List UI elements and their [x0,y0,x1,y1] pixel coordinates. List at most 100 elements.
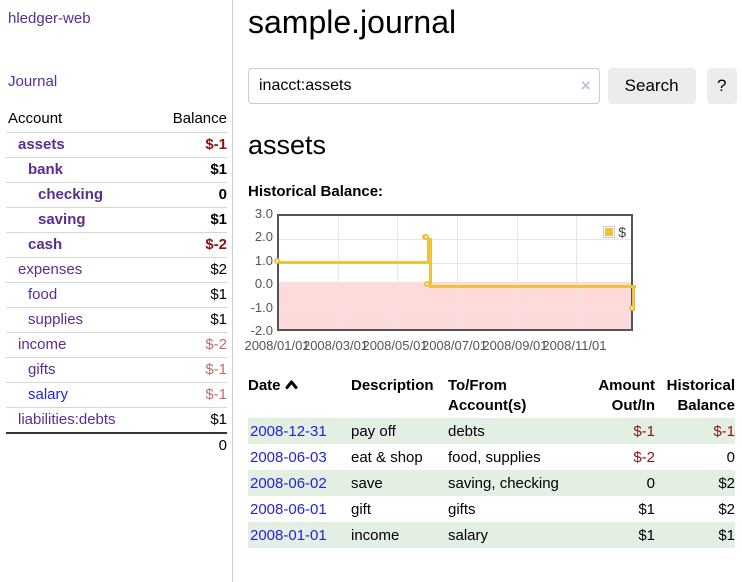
transaction-row: 2008-06-02 save saving, checking 0 $2 [248,470,735,496]
register-table: Date Description To/From Account(s) Amou… [248,374,735,548]
transaction-accounts: gifts [448,501,476,518]
account-balance: $1 [210,211,227,228]
account-link[interactable]: assets [18,136,65,153]
data-point-marker [629,304,635,311]
accounts-column-header: Account [8,110,63,127]
account-link[interactable]: checking [38,186,104,203]
gridline [516,216,518,329]
transaction-amount: 0 [646,475,655,492]
column-header-accounts-line2: Account(s) [448,397,527,414]
account-balance: $-1 [205,386,227,403]
accounts-table-header: Account Balance [6,106,227,132]
sidebar: hledger-web Journal Account Balance asse… [0,0,233,582]
gridline [279,262,631,264]
account-link[interactable]: cash [28,236,63,253]
data-point-marker [423,234,430,241]
account-heading: assets [248,130,327,160]
transaction-balance: $2 [718,501,735,518]
transaction-description: save [351,475,383,492]
legend-swatch-icon [603,226,616,238]
y-axis-tick-label: 3.0 [254,206,273,221]
search-button[interactable]: Search [607,68,696,104]
data-point-marker [274,257,280,264]
transaction-date-link[interactable]: 2008-06-02 [250,475,327,492]
x-axis-tick-label: 2008/07/01 [421,338,488,353]
account-row: cash $-2 [6,232,227,257]
gridline [279,309,631,311]
account-link[interactable]: supplies [28,311,84,328]
main-content: sample.journal × Search ? assets Histori… [244,0,737,548]
y-axis-tick-label: 2.0 [254,229,273,245]
y-axis-tick-label: 0.0 [254,276,273,292]
historical-balance-chart: $ 3.0 2.0 1.0 0.0 -1.0 -2.0 2008/01/01 2008/03/… [244,206,668,359]
search-input[interactable] [248,68,600,104]
transaction-amount: $-2 [633,449,655,466]
account-balance: $1 [210,311,227,328]
transaction-accounts: saving, checking [448,475,559,492]
transaction-accounts: food, supplies [448,449,541,466]
account-balance: $1 [210,286,227,303]
transaction-row: 2008-01-01 income salary $1 $1 [248,522,735,548]
transaction-description: pay off [351,423,396,440]
gridline [456,216,458,329]
account-row: supplies $1 [6,307,227,332]
account-link[interactable]: gifts [28,361,56,378]
x-axis-tick-label: 2008/03/01 [302,338,369,353]
transaction-date-link[interactable]: 2008-12-31 [250,423,327,440]
gridline [576,216,578,329]
column-header-amount-line1: Amount [598,377,655,394]
account-row: income $-2 [6,332,227,357]
account-row: salary $-1 [6,382,227,407]
x-axis-tick-label: 2008/01/01 [244,338,310,353]
account-link[interactable]: salary [28,386,69,403]
transaction-date-link[interactable]: 2008-06-01 [250,501,327,518]
account-row: gifts $-1 [6,357,227,382]
chart-title: Historical Balance: [248,183,384,200]
chart-negative-region [279,282,631,329]
x-axis-tick-label: 2008/05/01 [362,338,428,353]
transaction-row: 2008-12-31 pay off debts $-1 $-1 [248,418,735,444]
search-form: × Search ? [248,68,737,104]
transaction-description: eat & shop [351,449,423,466]
help-button[interactable]: ? [706,68,737,104]
sidebar-item-journal[interactable]: Journal [8,73,58,90]
account-link[interactable]: food [28,286,58,303]
transaction-row: 2008-06-03 eat & shop food, supplies $-2 0 [248,444,735,470]
account-row: checking 0 [6,182,227,207]
account-link[interactable]: saving [38,211,86,228]
balance-column-header: Balance [172,110,227,127]
transaction-description: gift [351,501,372,518]
transaction-date-link[interactable]: 2008-01-01 [250,527,327,544]
chart-line-segment [279,261,429,265]
column-header-accounts-line1: To/From [448,377,507,394]
legend-label: $ [618,224,626,240]
account-balance: $-1 [205,361,227,378]
transaction-date-link[interactable]: 2008-06-03 [250,449,327,466]
transaction-amount: $1 [638,501,655,518]
account-balance: 0 [218,186,227,203]
account-balance: $2 [210,261,227,278]
chart-plot-area: $ [274,214,637,331]
account-balance: $-2 [205,236,227,253]
account-link[interactable]: bank [28,161,64,178]
transaction-balance: 0 [726,449,735,466]
accounts-total-value: 0 [218,437,227,454]
column-header-date[interactable]: Date [248,374,343,418]
account-row: assets $-1 [6,132,227,157]
column-header-balance: Historical Balance [655,374,735,418]
account-link[interactable]: liabilities:debts [18,411,116,428]
account-balance: $1 [210,161,227,178]
clear-search-icon[interactable]: × [580,76,591,95]
account-link[interactable]: income [18,336,67,353]
account-row: food $1 [6,282,227,307]
page-title: sample.journal [248,4,457,40]
y-axis-tick-label: 1.0 [254,252,273,268]
account-link[interactable]: expenses [18,261,83,278]
accounts-total-row: 0 [6,432,227,458]
sort-ascending-icon [285,380,298,389]
y-axis-tick-label: -2.0 [250,323,273,338]
chart-line-segment [429,237,433,288]
column-header-amount-line2: Out/In [611,397,655,414]
brand-link[interactable]: hledger-web [8,10,91,27]
transaction-balance: $2 [718,475,735,492]
